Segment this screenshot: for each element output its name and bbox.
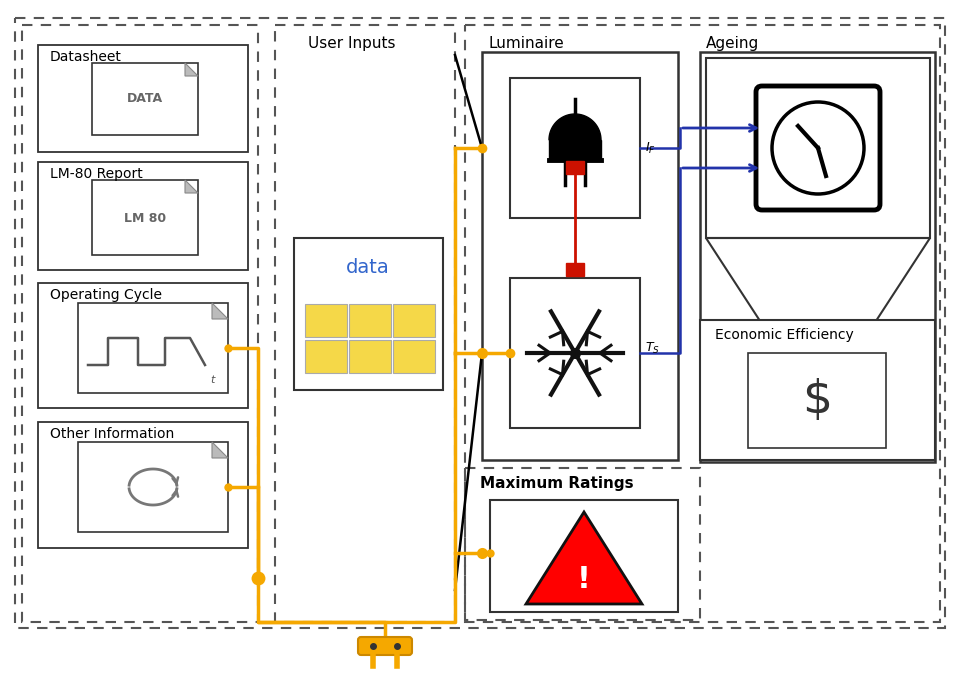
- Polygon shape: [212, 303, 228, 319]
- Text: LM-80 Report: LM-80 Report: [50, 167, 143, 181]
- Polygon shape: [393, 304, 435, 337]
- Text: Other Information: Other Information: [50, 427, 175, 441]
- Polygon shape: [38, 162, 248, 270]
- Polygon shape: [549, 140, 601, 160]
- Polygon shape: [706, 58, 930, 238]
- Text: $T_S$: $T_S$: [645, 341, 660, 356]
- FancyBboxPatch shape: [756, 86, 880, 210]
- Polygon shape: [185, 180, 198, 193]
- Text: Datasheet: Datasheet: [50, 50, 122, 64]
- Polygon shape: [566, 161, 584, 174]
- Polygon shape: [490, 500, 678, 612]
- Text: $: $: [802, 378, 832, 423]
- Circle shape: [772, 102, 864, 194]
- Text: Maximum Ratings: Maximum Ratings: [480, 476, 634, 491]
- Polygon shape: [510, 78, 640, 218]
- Text: LM 80: LM 80: [124, 213, 166, 226]
- Polygon shape: [566, 263, 584, 276]
- Text: DATA: DATA: [127, 92, 163, 105]
- Text: !: !: [577, 564, 591, 594]
- Text: Economic Efficiency: Economic Efficiency: [715, 328, 853, 342]
- Text: Luminaire: Luminaire: [488, 36, 564, 51]
- Polygon shape: [700, 52, 935, 462]
- Polygon shape: [482, 52, 678, 460]
- Text: $I_F$: $I_F$: [645, 140, 656, 155]
- Polygon shape: [700, 320, 935, 460]
- Polygon shape: [38, 45, 248, 152]
- Polygon shape: [305, 340, 347, 373]
- Polygon shape: [510, 278, 640, 428]
- Polygon shape: [92, 180, 198, 255]
- Polygon shape: [393, 340, 435, 373]
- Polygon shape: [526, 512, 642, 604]
- Polygon shape: [185, 63, 198, 76]
- Text: User Inputs: User Inputs: [308, 36, 396, 51]
- Polygon shape: [305, 304, 347, 337]
- FancyBboxPatch shape: [358, 637, 412, 655]
- Polygon shape: [212, 442, 228, 458]
- Text: Ageing: Ageing: [706, 36, 759, 51]
- Polygon shape: [38, 422, 248, 548]
- Polygon shape: [38, 283, 248, 408]
- Polygon shape: [294, 238, 443, 390]
- Polygon shape: [78, 303, 228, 393]
- Polygon shape: [349, 340, 391, 373]
- Text: Operating Cycle: Operating Cycle: [50, 288, 162, 302]
- Polygon shape: [349, 304, 391, 337]
- Text: t: t: [210, 375, 214, 385]
- Text: data: data: [347, 258, 390, 277]
- Polygon shape: [78, 442, 228, 532]
- Polygon shape: [748, 353, 886, 448]
- Polygon shape: [549, 114, 601, 140]
- Polygon shape: [92, 63, 198, 135]
